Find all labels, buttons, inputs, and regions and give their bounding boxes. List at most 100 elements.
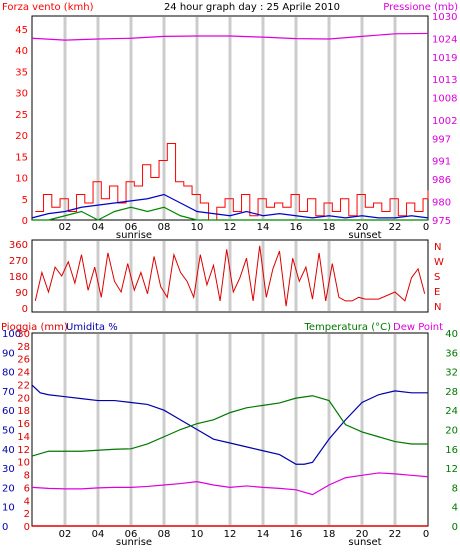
wind-axis-title: Forza vento (kmh) (2, 2, 94, 13)
pressure-axis-title: Pressione (mb) (383, 2, 458, 13)
direction-compass-label-2: S (434, 272, 440, 283)
pressure-tick-label-1: 980 (432, 197, 451, 208)
temperature-axis-title: Temperatura (°C) (303, 322, 391, 333)
rain-tick-label-7: 14 (17, 432, 30, 443)
rain-tick-label-8: 16 (17, 419, 30, 430)
humidity-tick-label-7: 70 (2, 387, 15, 398)
rain-tick-label-5: 10 (17, 458, 30, 469)
direction-compass-label-1: W (434, 257, 444, 268)
pressure-tick-label-9: 1024 (432, 34, 457, 45)
pressure-tick-label-5: 1002 (432, 116, 457, 127)
humidity-tick-label-6: 60 (2, 406, 15, 417)
x-tick-label-top-10: 22 (389, 222, 402, 233)
x-tick-label-bottom-7: 16 (290, 529, 303, 540)
temperature-tick-label-3: 12 (445, 464, 458, 475)
humidity-tick-label-8: 80 (2, 368, 15, 379)
rain-tick-label-6: 12 (17, 445, 30, 456)
rain-axis-title: Pioggia (mm) (1, 322, 68, 333)
chart-title: 24 hour graph day : 25 Aprile 2010 (164, 2, 340, 13)
x-tick-label-top-6: 14 (257, 222, 270, 233)
x-tick-label-bottom-0: 02 (59, 529, 72, 540)
wind-tick-label-6: 30 (15, 89, 28, 100)
x-tick-label-bottom-5: 12 (224, 529, 237, 540)
humidity-tick-label-9: 90 (2, 348, 15, 359)
humidity-tick-label-2: 20 (2, 483, 15, 494)
x-tick-label-top-8: 18 (323, 222, 336, 233)
temperature-tick-label-0: 0 (452, 522, 458, 533)
sunrise-label-bottom: sunrise (116, 537, 152, 548)
direction-compass-label-3: E (434, 287, 440, 298)
x-axis-bottom: 02 04 06 08 10 12 14 16 18 20 22 0 (59, 529, 430, 540)
wind-tick-label-4: 20 (15, 131, 28, 142)
x-tick-label-top-9: 20 (356, 222, 369, 233)
wind-tick-label-9: 45 (15, 25, 28, 36)
pressure-tick-label-2: 986 (432, 175, 451, 186)
x-tick-label-top-5: 12 (224, 222, 237, 233)
pressure-tick-label-4: 997 (432, 134, 451, 145)
humidity-tick-label-3: 30 (2, 464, 15, 475)
humidity-tick-label-0: 0 (2, 522, 8, 533)
direction-compass-label-0: N (434, 242, 441, 253)
x-tick-label-bottom-2: 06 (125, 529, 138, 540)
rain-tick-label-2: 4 (24, 496, 30, 507)
temperature-tick-label-8: 32 (445, 368, 458, 379)
x-axis-top: 02 04 06 08 10 12 14 16 18 20 22 0 (59, 222, 430, 233)
rain-tick-label-0: 0 (24, 522, 30, 533)
humidity-tick-label-5: 50 (2, 426, 15, 437)
humidity-axis-title: Umidita % (66, 322, 118, 333)
temperature-tick-label-5: 20 (445, 426, 458, 437)
pressure-tick-label-10: 1030 (432, 12, 457, 23)
direction-compass-label-4: N (434, 302, 441, 313)
rain-tick-label-10: 20 (17, 393, 30, 404)
humidity-tick-label-1: 10 (2, 503, 15, 514)
wind-tick-label-3: 15 (15, 152, 28, 163)
sunset-label-bottom: sunset (348, 537, 381, 548)
x-tick-label-top-4: 10 (191, 222, 204, 233)
temperature-tick-label-10: 40 (445, 329, 458, 340)
humidity-series (31, 384, 428, 465)
temperature-tick-label-2: 8 (452, 483, 458, 494)
wind-tick-label-8: 40 (15, 46, 28, 57)
wind-gust-series (35, 143, 429, 221)
x-tick-label-bottom-8: 18 (323, 529, 336, 540)
x-tick-label-bottom-1: 04 (92, 529, 105, 540)
wind-low-series (32, 206, 428, 221)
x-tick-label-top-11: 0 (423, 222, 429, 233)
humidity-tick-label-10: 100 (2, 329, 21, 340)
pressure-tick-label-0: 975 (432, 216, 451, 227)
x-tick-label-top-1: 04 (92, 222, 105, 233)
sunset-label-top: sunset (348, 230, 381, 241)
pressure-series (31, 32, 429, 41)
direction-panel-frame (31, 239, 429, 313)
wind-tick-label-1: 5 (22, 195, 28, 206)
rain-tick-label-3: 6 (24, 483, 30, 494)
wind-tick-label-0: 0 (22, 216, 28, 227)
x-tick-label-bottom-3: 08 (158, 529, 171, 540)
dewpoint-series (31, 472, 429, 496)
wind-tick-label-5: 25 (15, 110, 28, 121)
temp-humidity-panel: 0102030405060708090100024681012141618202… (2, 329, 458, 533)
x-tick-label-top-3: 08 (158, 222, 171, 233)
pressure-tick-label-8: 1019 (432, 53, 457, 64)
x-tick-label-bottom-11: 0 (423, 529, 429, 540)
temperature-tick-label-9: 36 (445, 348, 458, 359)
humidity-tick-label-4: 40 (2, 445, 15, 456)
x-tick-label-top-2: 06 (125, 222, 138, 233)
temperature-tick-label-4: 16 (445, 445, 458, 456)
direction-tick-label-2: 180 (9, 272, 28, 283)
x-tick-label-bottom-6: 14 (257, 529, 270, 540)
rain-tick-label-15: 30 (17, 329, 30, 340)
dewpoint-axis-title: Dew Point (393, 322, 443, 333)
direction-tick-label-1: 90 (15, 288, 28, 299)
rain-tick-label-14: 28 (17, 342, 30, 353)
temperature-series (31, 395, 428, 457)
wind-tick-label-7: 35 (15, 67, 28, 78)
direction-tick-label-0: 0 (22, 304, 28, 315)
rain-tick-label-1: 2 (24, 509, 30, 520)
x-tick-label-bottom-4: 10 (191, 529, 204, 540)
x-tick-label-bottom-10: 22 (389, 529, 402, 540)
pressure-tick-label-7: 1013 (432, 75, 457, 86)
direction-tick-label-4: 360 (9, 240, 28, 251)
